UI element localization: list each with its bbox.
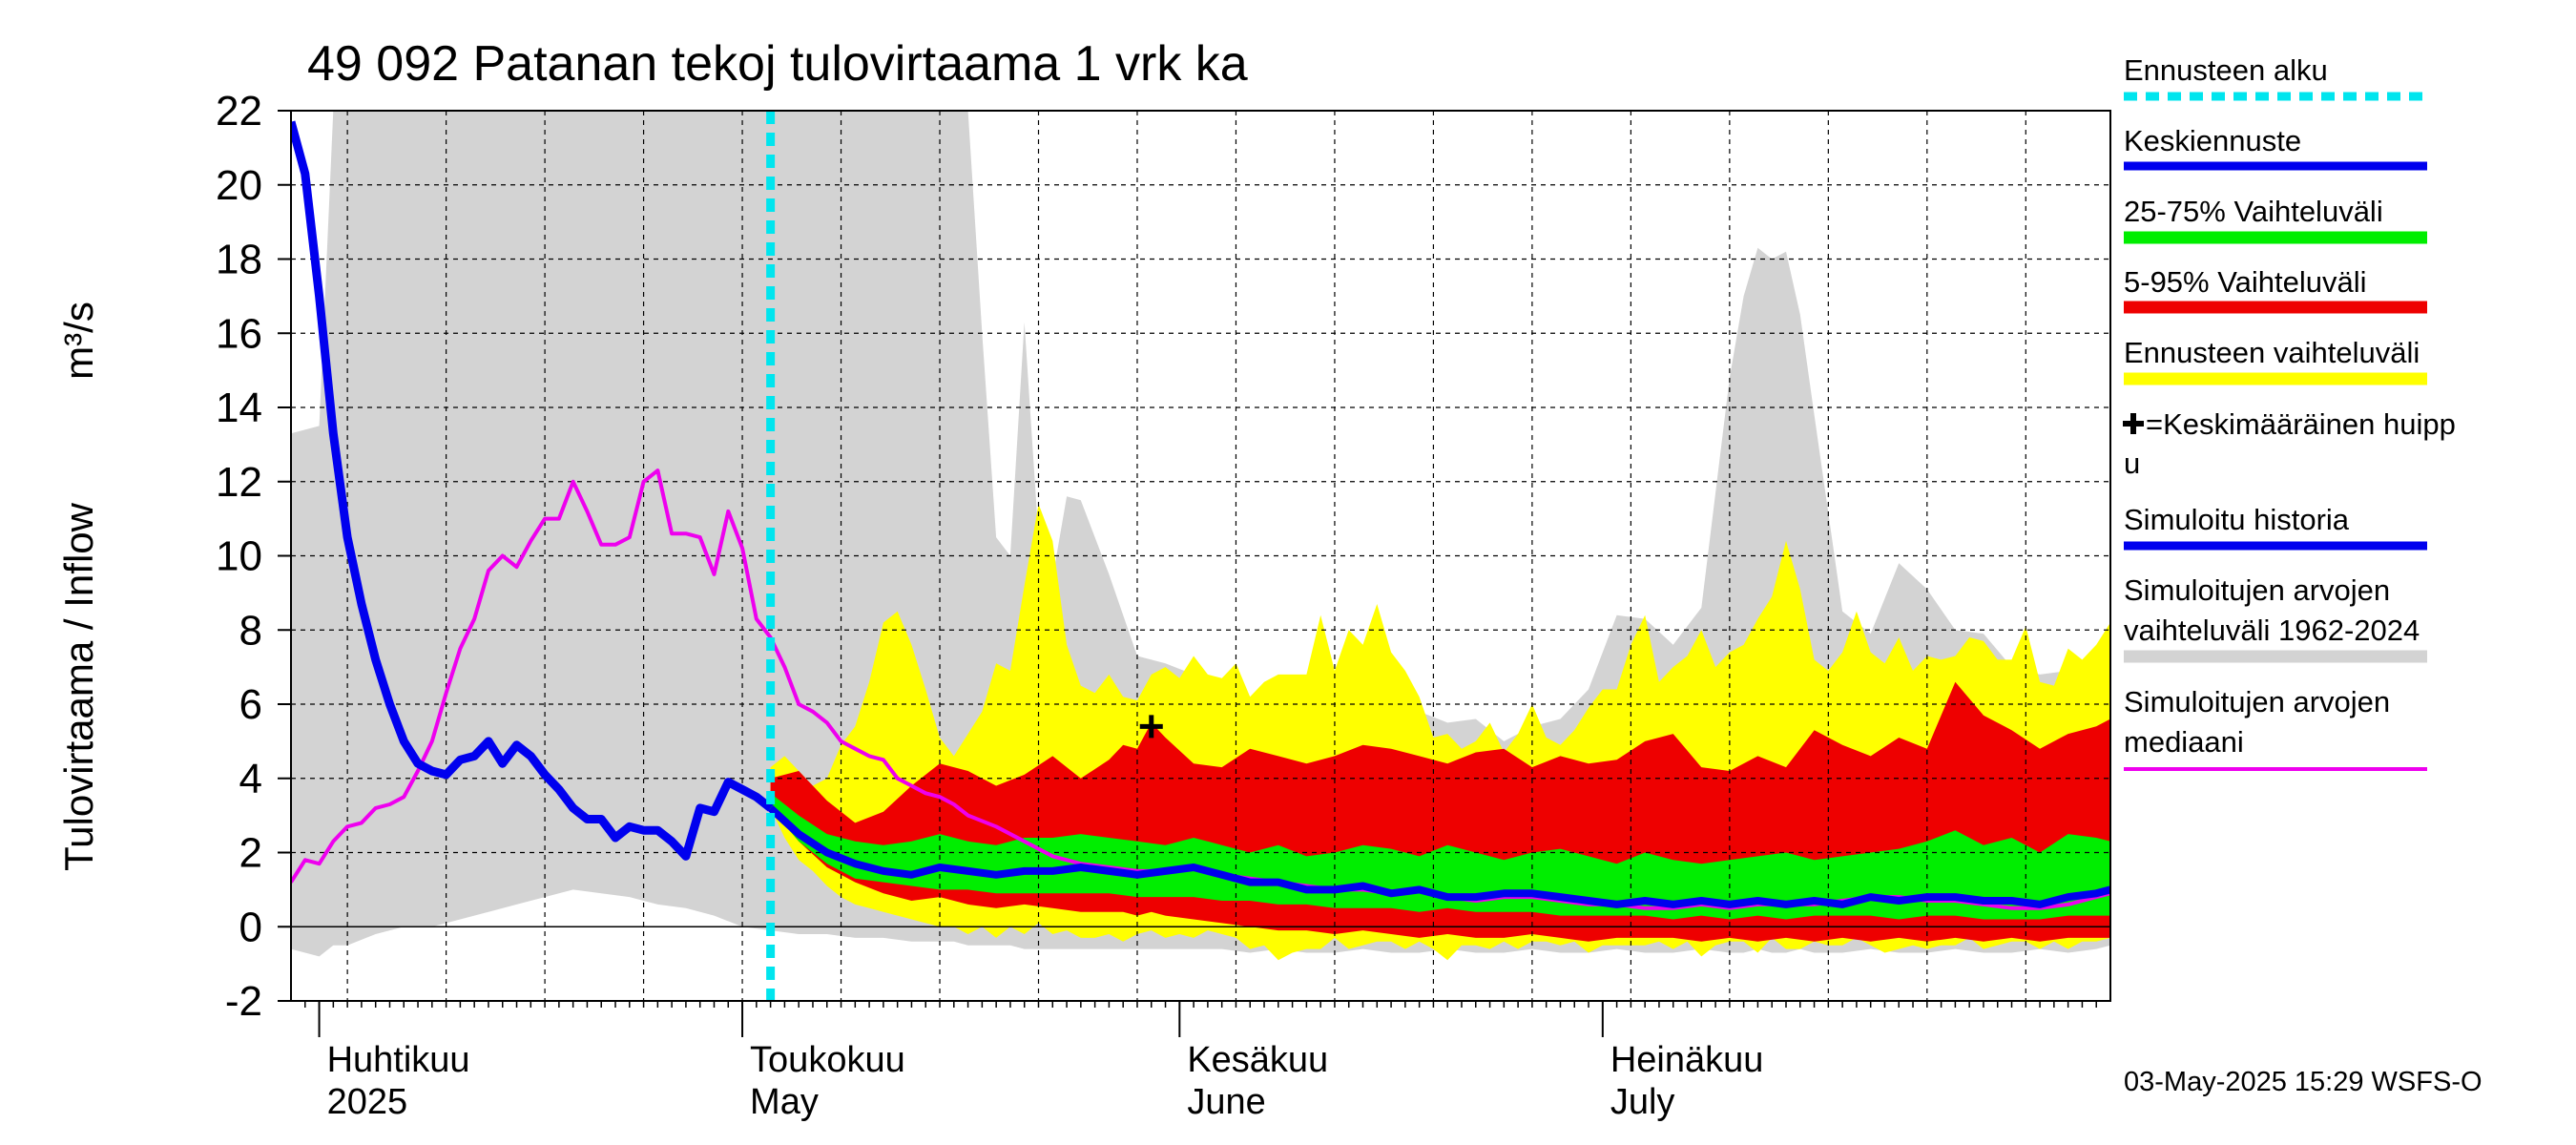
mean-peak-marker	[1139, 715, 1163, 739]
y-tick-label: 8	[239, 607, 262, 654]
legend-mean-forecast-label: Keskiennuste	[2124, 124, 2301, 157]
x-month-label: Huhtikuu	[327, 1040, 470, 1080]
x-month-label: Kesäkuu	[1187, 1040, 1328, 1080]
legend-sim-median-label-1: Simuloitujen arvojen	[2124, 685, 2390, 718]
plot-area	[291, 111, 2110, 1001]
timestamp-footer: 03-May-2025 15:29 WSFS-O	[2124, 1067, 2483, 1097]
y-tick-label: 14	[216, 385, 262, 431]
legend-range-25-75-label: 25-75% Vaihteluväli	[2124, 195, 2383, 228]
x-month-sublabel: June	[1187, 1082, 1265, 1122]
legend-range-5-95-label: 5-95% Vaihteluväli	[2124, 265, 2366, 299]
y-axis-label: Tulovirtaama / Inflow	[56, 502, 101, 871]
y-tick-label: 20	[216, 162, 262, 209]
y-tick-label: 18	[216, 237, 262, 283]
y-axis-unit: m³/s	[56, 302, 101, 380]
legend-mean-peak-label-2: u	[2124, 447, 2140, 480]
legend-peak-plus-icon	[2123, 413, 2144, 434]
chart-title: 49 092 Patanan tekoj tulovirtaama 1 vrk …	[307, 36, 1248, 92]
x-month-sublabel: May	[750, 1082, 819, 1122]
x-month-sublabel: 2025	[327, 1082, 408, 1122]
y-tick-label: 2	[239, 830, 262, 877]
y-tick-label: 4	[239, 756, 262, 802]
y-tick-label: 16	[216, 310, 262, 357]
legend-forecast-start-label: Ennusteen alku	[2124, 53, 2328, 87]
y-tick-label: 10	[216, 533, 262, 580]
legend-sim-median-label-2: mediaani	[2124, 725, 2244, 759]
range-bands	[291, 111, 2110, 961]
y-tick-label: 6	[239, 681, 262, 728]
legend-sim-history-label: Simuloitu historia	[2124, 503, 2350, 536]
legend-sim-range-label-1: Simuloitujen arvojen	[2124, 573, 2390, 607]
y-tick-label: -2	[225, 978, 262, 1025]
x-month-sublabel: July	[1610, 1082, 1675, 1122]
legend-sim-range-label-2: vaihteluväli 1962-2024	[2124, 614, 2420, 647]
legend: Ennusteen alku Keskiennuste 25-75% Vaiht…	[2123, 53, 2456, 771]
mean-forecast-line	[767, 804, 2110, 908]
series-lines	[291, 111, 2110, 1001]
y-axis: -2 0 2 4 6 8 10 12 14 16 18 20 22	[216, 88, 291, 1025]
legend-forecast-range-label: Ennusteen vaihteluväli	[2124, 336, 2420, 369]
x-month-label: Toukokuu	[750, 1040, 905, 1080]
peak-marker-layer	[1139, 715, 1163, 739]
grid-lines	[291, 111, 2110, 1001]
y-tick-label: 12	[216, 459, 262, 506]
y-tick-label: 0	[239, 904, 262, 950]
range-25-75-band	[770, 793, 2110, 920]
y-tick-label: 22	[216, 88, 262, 135]
x-month-label: Heinäkuu	[1610, 1040, 1764, 1080]
legend-mean-peak-label-1: =Keskimääräinen huipp	[2146, 407, 2456, 441]
sim-history-line	[291, 120, 774, 861]
